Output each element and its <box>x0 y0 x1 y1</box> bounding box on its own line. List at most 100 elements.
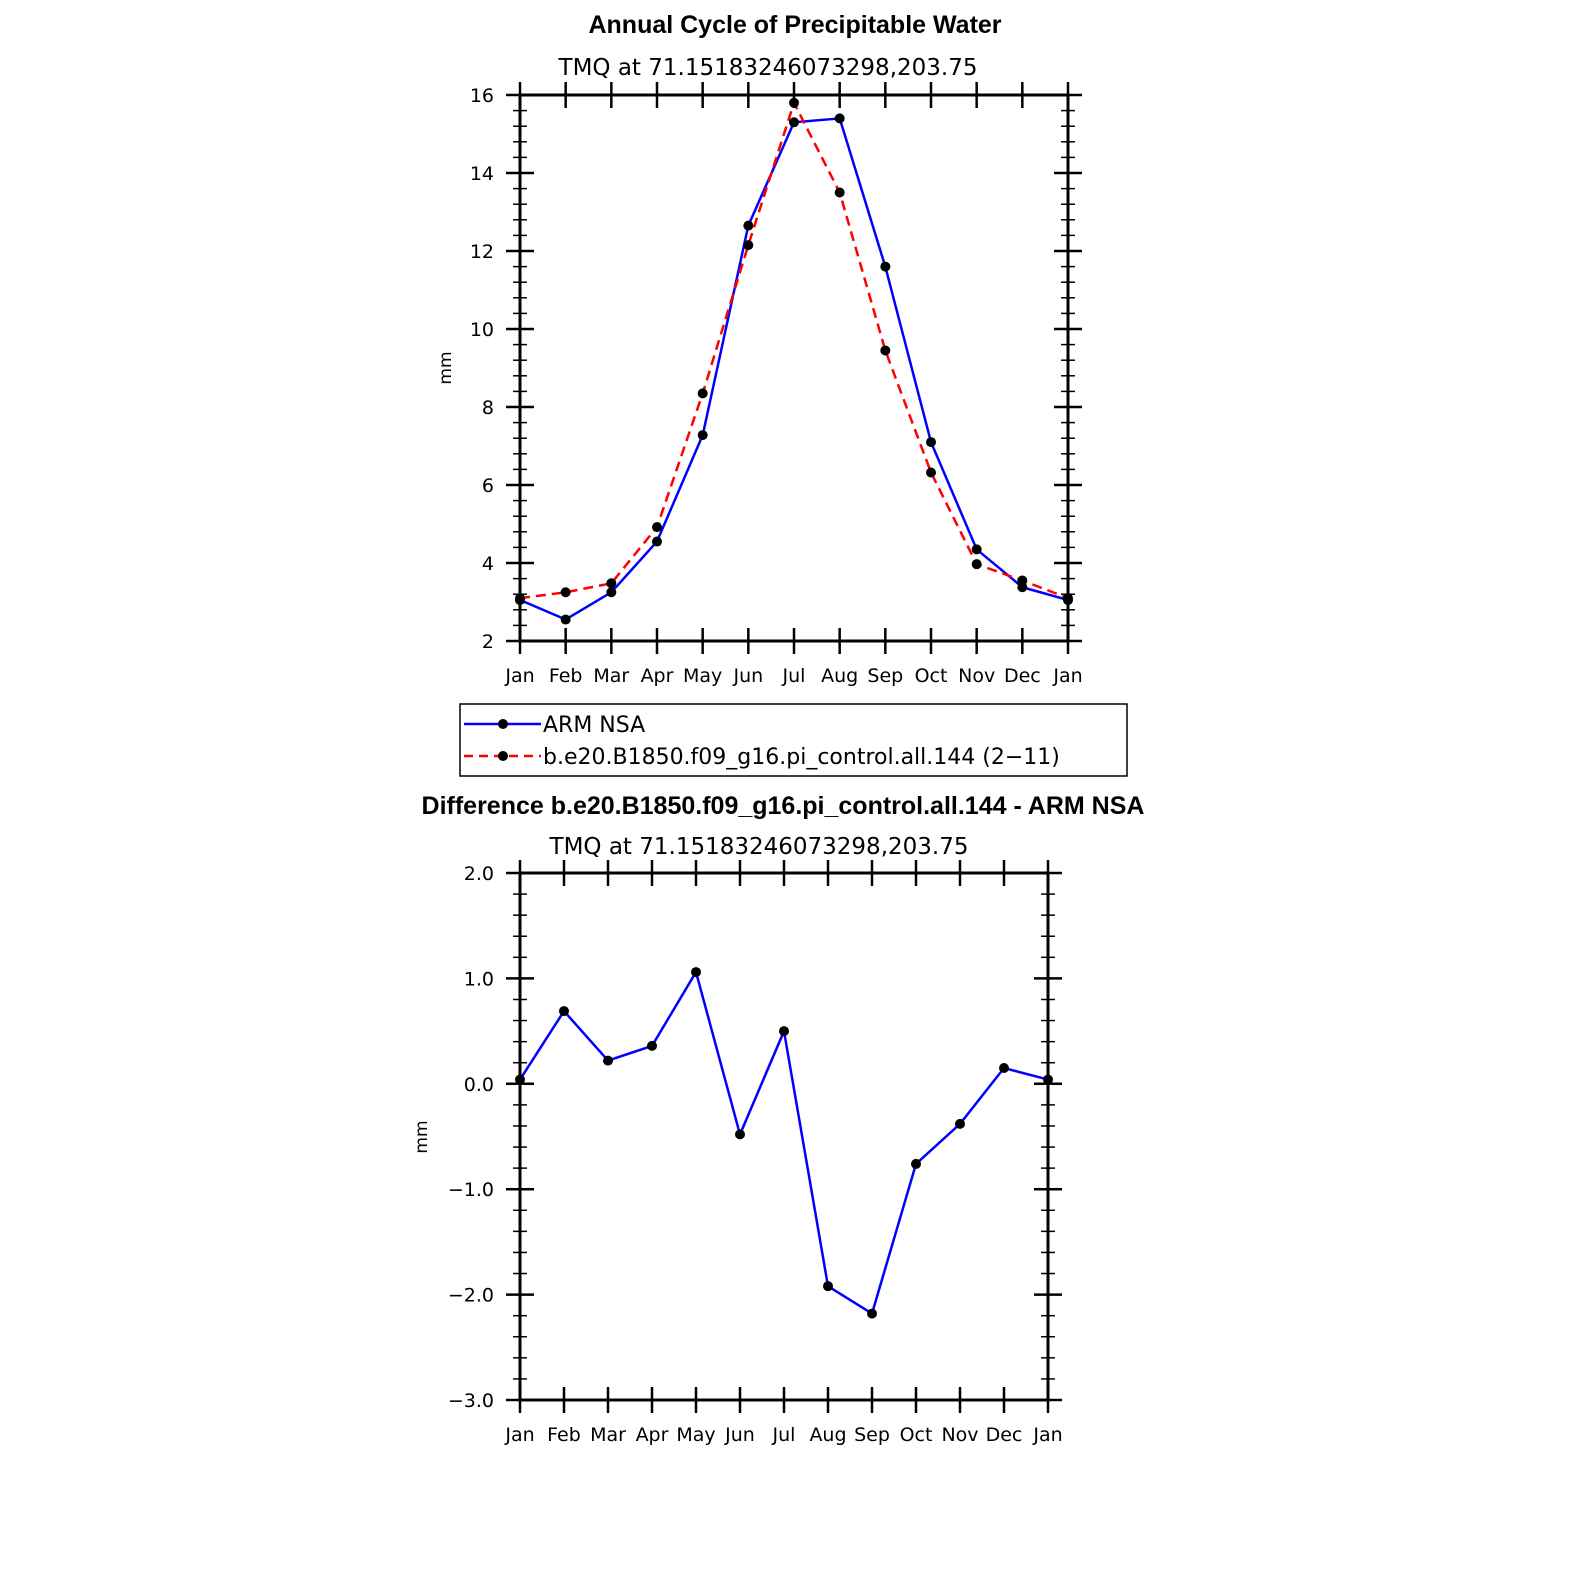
y-tick-label: −2.0 <box>448 1285 494 1307</box>
x-tick-label: Mar <box>593 665 629 687</box>
x-tick-label: Nov <box>958 665 995 687</box>
data-point <box>560 587 571 598</box>
axis-ticks: Jan Feb Mar Apr May Jun Jul Aug Sep Oct Nov Dec Jan 2… <box>470 82 1083 687</box>
data-point <box>559 1006 569 1017</box>
y-tick-label: −1.0 <box>448 1179 494 1201</box>
data-point <box>606 587 617 598</box>
data-point <box>926 467 936 478</box>
x-tick-label: Feb <box>549 665 583 687</box>
data-point <box>652 522 662 533</box>
data-point <box>697 388 708 399</box>
data-point <box>743 240 754 251</box>
series-line <box>519 117 1069 621</box>
x-tick-label: Jan <box>504 1424 534 1446</box>
data-point <box>823 1281 833 1292</box>
data-point <box>880 261 891 272</box>
y-tick-label: 2.0 <box>464 863 494 885</box>
data-point <box>955 1118 965 1129</box>
data-point <box>697 430 708 441</box>
y-tick-label: 8 <box>482 397 494 419</box>
y-axis-label: mm <box>412 1120 432 1153</box>
x-tick-label: Aug <box>809 1424 846 1446</box>
annual-cycle-chart: Annual Cycle of Precipitable Water TMQ a… <box>436 11 1128 777</box>
y-tick-label: 12 <box>470 241 494 263</box>
x-tick-label: Jun <box>732 665 763 687</box>
x-tick-label: Oct <box>900 1424 933 1446</box>
legend-label-arm-nsa: ARM NSA <box>543 713 645 738</box>
data-point <box>1017 575 1028 586</box>
x-tick-label: Jan <box>504 665 534 687</box>
y-tick-label: −3.0 <box>448 1390 494 1412</box>
data-point <box>789 117 799 128</box>
y-tick-label: 0.0 <box>464 1074 494 1096</box>
x-tick-label: Jul <box>782 665 806 687</box>
x-tick-label: Jan <box>1032 1424 1062 1446</box>
data-point <box>515 1074 525 1085</box>
series-line <box>518 968 1049 1316</box>
data-point <box>647 1040 657 1051</box>
plot-frame <box>518 93 1070 643</box>
data-point <box>867 1308 877 1319</box>
data-point <box>971 559 982 570</box>
series-layer <box>515 97 1073 625</box>
x-tick-label: Aug <box>821 665 858 687</box>
x-tick-label: Jan <box>1052 665 1082 687</box>
x-tick-label: Apr <box>636 1424 669 1446</box>
series-layer <box>515 967 1053 1319</box>
x-tick-label: May <box>683 665 722 687</box>
data-point <box>971 544 982 555</box>
legend: ARM NSA b.e20.B1850.f09_g16.pi_control.a… <box>459 703 1128 777</box>
legend-label-model: b.e20.B1850.f09_g16.pi_control.all.144 (… <box>543 745 1060 770</box>
y-axis-label: mm <box>436 351 456 384</box>
data-point <box>691 967 701 978</box>
plot-frame <box>518 871 1050 1402</box>
legend-box <box>459 703 1128 777</box>
data-point <box>515 593 525 604</box>
data-point <box>1063 593 1073 604</box>
series-line <box>519 99 1069 600</box>
y-tick-label: 6 <box>482 475 494 497</box>
x-tick-label: Sep <box>867 665 903 687</box>
data-point <box>743 220 754 231</box>
data-point <box>779 1026 789 1037</box>
legend-marker-arm-nsa <box>498 719 508 729</box>
y-tick-label: 14 <box>470 163 494 185</box>
x-tick-label: May <box>676 1424 715 1446</box>
chart-subtitle: TMQ at 71.15183246073298,203.75 <box>558 55 978 81</box>
data-point <box>1043 1074 1053 1085</box>
x-tick-label: Nov <box>941 1424 978 1446</box>
data-point <box>834 113 845 124</box>
x-tick-label: Feb <box>547 1424 581 1446</box>
x-tick-label: Dec <box>986 1424 1023 1446</box>
legend-marker-model <box>498 751 508 761</box>
x-tick-label: Mar <box>590 1424 626 1446</box>
data-point <box>560 614 571 625</box>
data-point <box>603 1055 613 1066</box>
x-tick-label: Apr <box>641 665 674 687</box>
data-point <box>999 1062 1009 1073</box>
y-tick-label: 1.0 <box>464 968 494 990</box>
y-tick-label: 2 <box>482 631 494 653</box>
y-tick-label: 10 <box>470 319 494 341</box>
x-tick-label: Dec <box>1004 665 1041 687</box>
x-tick-label: Jun <box>724 1424 755 1446</box>
x-tick-label: Oct <box>915 665 948 687</box>
chart-title: Annual Cycle of Precipitable Water <box>588 11 1001 39</box>
data-point <box>911 1158 921 1169</box>
y-tick-label: 16 <box>470 85 494 107</box>
data-point <box>652 536 662 547</box>
data-point <box>926 437 936 448</box>
axis-ticks: Jan Feb Mar Apr May Jun Jul Aug Sep Oct Nov Dec Jan−… <box>448 860 1063 1446</box>
data-point <box>606 578 617 589</box>
y-tick-label: 4 <box>482 553 494 575</box>
x-tick-label: Jul <box>772 1424 796 1446</box>
difference-chart: Difference b.e20.B1850.f09_g16.pi_contro… <box>412 792 1144 1446</box>
data-point <box>834 187 845 198</box>
chart-subtitle: TMQ at 71.15183246073298,203.75 <box>549 834 969 860</box>
x-tick-label: Sep <box>854 1424 890 1446</box>
data-point <box>880 345 891 356</box>
chart-title: Difference b.e20.B1850.f09_g16.pi_contro… <box>422 792 1145 820</box>
data-point <box>735 1129 745 1140</box>
data-point <box>789 97 799 108</box>
